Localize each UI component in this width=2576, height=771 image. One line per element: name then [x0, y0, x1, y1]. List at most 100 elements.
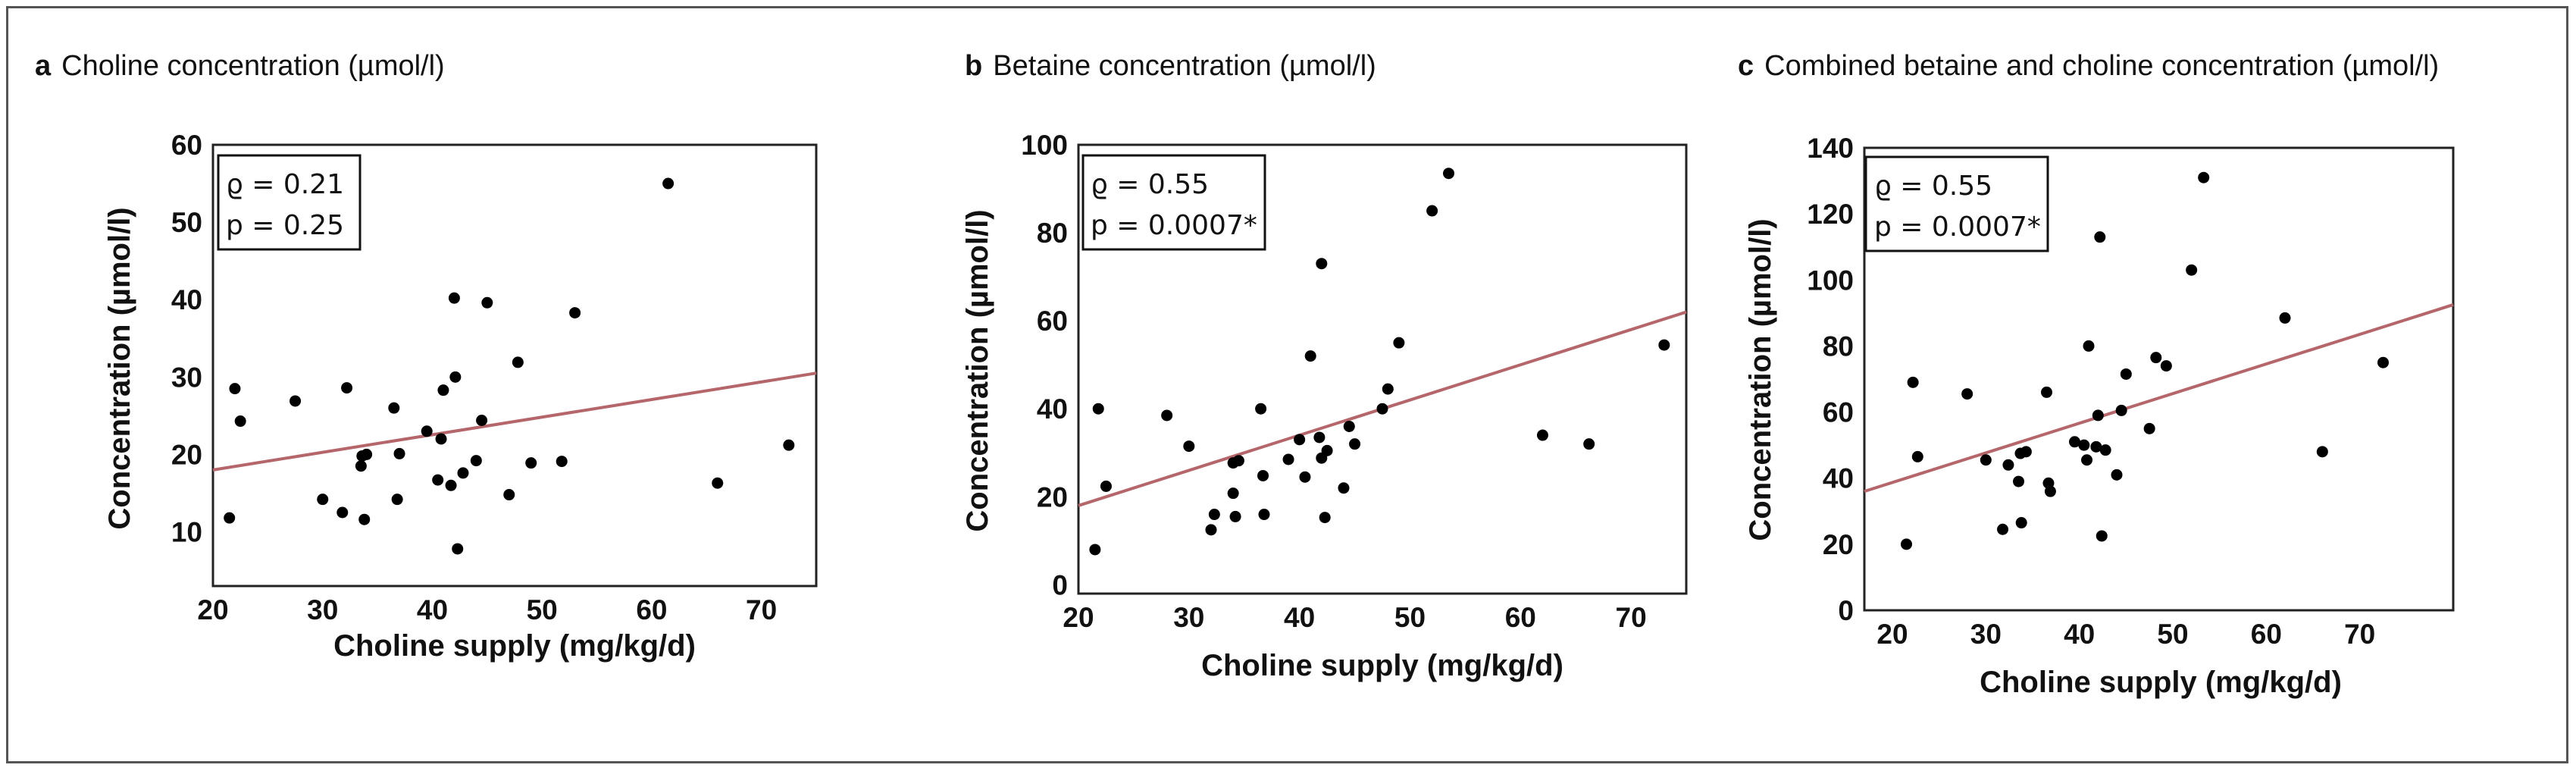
panel-a-x-ticks: 20 30 40 50 60 70	[197, 594, 777, 625]
panel-c-data-point	[2377, 356, 2389, 368]
panel-a-data-point	[341, 382, 353, 394]
panel-c-data-point	[2198, 171, 2210, 183]
panel-c-y-tick-label: 100	[1807, 265, 1854, 296]
panel-c-data-point	[2078, 439, 2090, 451]
panel-a-data-point	[783, 439, 795, 451]
panel-a-data-point	[449, 371, 462, 383]
panel-a-data-point	[355, 460, 367, 472]
panel-a-data-point	[452, 543, 464, 555]
panel-a-x-tick-label: 40	[417, 594, 448, 625]
panel-c-stats-box	[1864, 155, 2049, 252]
panel-c-y-tick-label: 140	[1807, 133, 1854, 164]
panel-a-data-point	[437, 384, 449, 396]
panel-c-data-point	[2081, 454, 2093, 466]
panel-a-x-tick-label: 20	[197, 594, 228, 625]
panel-c-data-point	[2099, 444, 2111, 456]
panel-c: c Combined betaine and choline concentrat…	[1738, 50, 2455, 699]
panel-b-y-label: Concentration (µmol/l)	[961, 209, 994, 531]
panel-b-data-point	[1258, 509, 1270, 521]
panel-a-data-point	[445, 479, 457, 491]
panel-c-data-point	[2150, 352, 2162, 364]
panel-a-y-ticks: 10 20 30 40 50 60	[171, 130, 202, 548]
panel-b-data-point	[1161, 409, 1173, 422]
panel-b-rho: ϱ = 0.55	[1091, 169, 1209, 200]
panel-c-data-point	[2143, 422, 2155, 434]
panel-b-data-point	[1208, 509, 1220, 521]
panel-b-data-point	[1294, 434, 1306, 446]
panel-c-data-point	[2083, 340, 2095, 352]
panel-b-y-tick-label: 20	[1037, 481, 1068, 512]
panel-c-data-point	[2096, 530, 2108, 542]
panel-b-data-point	[1232, 455, 1244, 467]
panel-b-data-point	[1426, 205, 1438, 217]
panel-a-data-point	[388, 402, 400, 414]
panel-b-data-point	[1089, 544, 1101, 556]
panel-b-data-point	[1393, 337, 1405, 349]
panel-a-data-point	[336, 506, 349, 519]
panel-c-x-tick-label: 40	[2064, 619, 2095, 650]
panel-c-x-tick-label: 70	[2344, 619, 2375, 650]
panel-a-data-point	[224, 512, 236, 524]
panel-c-x-tick-label: 60	[2251, 619, 2282, 650]
panel-c-regression-line	[1864, 303, 2454, 494]
panel-b-data-point	[1183, 440, 1195, 453]
panel-b-data-point	[1227, 487, 1239, 500]
panel-c-y-tick-label: 40	[1823, 463, 1854, 494]
panel-b-data-point	[1583, 438, 1595, 450]
panel-b-data-point	[1304, 350, 1316, 362]
panel-a-p-value: p = 0.25	[226, 210, 344, 241]
panel-b-data-point	[1092, 403, 1104, 415]
panel-b-y-tick-label: 60	[1037, 306, 1068, 337]
panel-c-data-point	[2115, 404, 2127, 416]
panel-b-x-tick-label: 70	[1616, 602, 1647, 633]
panel-b-points	[1089, 168, 1670, 556]
panel-a-data-point	[569, 307, 581, 319]
panel-c-data-point	[2316, 446, 2328, 458]
panel-a-y-tick-label: 10	[171, 517, 202, 548]
panel-b-x-tick-label: 20	[1063, 602, 1094, 633]
panel-c-data-point	[1997, 523, 2009, 535]
panel-c-x-label: Choline supply (mg/kg/d)	[1980, 666, 2342, 699]
panel-b: b Betaine concentration (µmol/l) 02040608…	[961, 50, 1688, 682]
panel-c-data-point	[2279, 312, 2291, 324]
panel-b-stats-box	[1081, 154, 1266, 251]
panel-a-x-tick-label: 60	[636, 594, 667, 625]
panel-b-data-point	[1100, 480, 1112, 492]
panel-b-data-point	[1442, 168, 1454, 180]
panel-a-stats-box	[217, 154, 362, 251]
panel-a-y-tick-label: 30	[171, 362, 202, 393]
figure-canvas: a Choline concentration (µmol/l) 10 20 30 40…	[35, 50, 2455, 699]
panel-c-title: c Combined betaine and choline concentrat…	[1738, 50, 2439, 82]
panel-b-data-point	[1321, 444, 1333, 456]
panel-c-x-tick-label: 20	[1876, 619, 1908, 650]
panel-a-data-point	[290, 395, 302, 407]
panel-c-y-tick-label: 0	[1838, 595, 1854, 626]
panel-c-data-point	[2041, 386, 2052, 398]
panel-a-x-tick-label: 50	[527, 594, 558, 625]
panel-b-y-ticks: 0 20 40 60 80 100	[1021, 130, 1068, 600]
panel-b-x-tick-label: 60	[1505, 602, 1536, 633]
panel-a-data-point	[481, 296, 493, 309]
panel-c-y-tick-label: 120	[1807, 199, 1854, 230]
panel-b-title: b Betaine concentration (µmol/l)	[965, 50, 1376, 82]
panel-c-y-label: Concentration (µmol/l)	[1744, 218, 1777, 541]
panel-c-y-ticks: 0 20 40 60 80 100 120 140	[1807, 133, 1854, 626]
panel-a-x-label: Choline supply (mg/kg/d)	[333, 629, 696, 663]
panel-c-y-tick-label: 80	[1823, 331, 1854, 362]
panel-c-data-point	[2069, 436, 2080, 448]
panel-a-x-tick-label: 70	[746, 594, 777, 625]
panel-c-data-point	[2015, 517, 2027, 529]
panel-b-y-tick-label: 40	[1037, 393, 1068, 425]
panel-a-y-tick-label: 60	[171, 130, 202, 161]
panel-a-y-tick-label: 50	[171, 207, 202, 238]
panel-c-data-point	[2002, 459, 2014, 471]
panel-b-x-label: Choline supply (mg/kg/d)	[1201, 649, 1563, 682]
panel-c-data-point	[1961, 388, 1973, 400]
panel-a-data-point	[391, 494, 403, 506]
panel-b-x-tick-label: 30	[1173, 602, 1204, 633]
panel-c-x-tick-label: 30	[1970, 619, 2002, 650]
panel-b-data-point	[1313, 431, 1326, 443]
panel-a-data-point	[470, 455, 482, 467]
panel-a-data-point	[393, 447, 405, 459]
panel-c-x-ticks: 20 30 40 50 60 70	[1876, 619, 2375, 650]
